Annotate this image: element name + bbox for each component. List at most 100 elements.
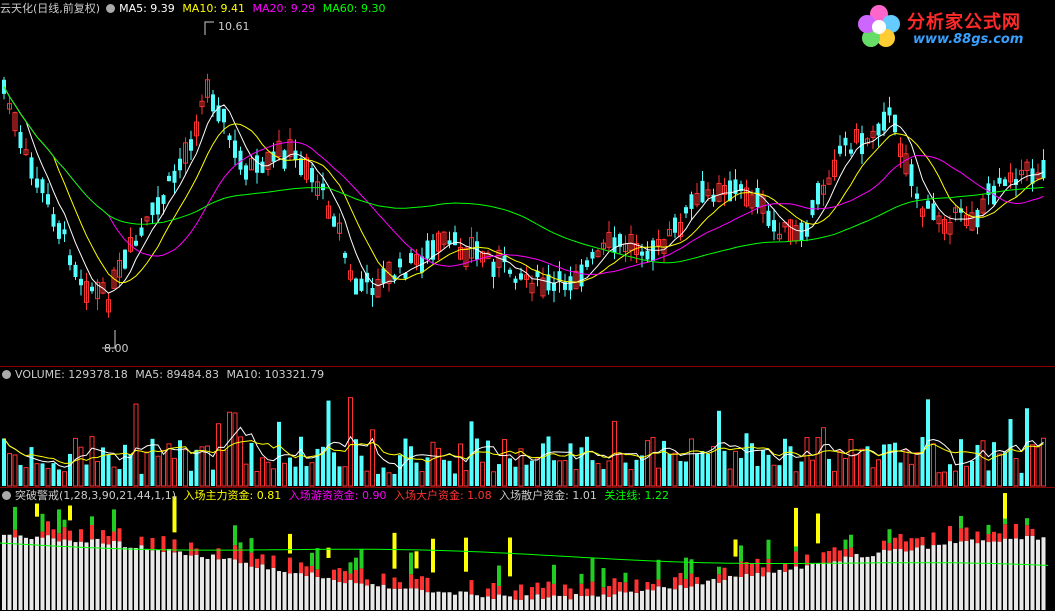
big-fund-bar — [964, 527, 969, 541]
volume-bar — [57, 469, 61, 486]
volume-bar — [914, 452, 920, 487]
candle-body — [915, 193, 919, 199]
volume-bar — [155, 455, 161, 487]
big-fund-bar — [161, 536, 166, 553]
big-fund-bar — [546, 581, 551, 598]
volume-bar — [260, 457, 265, 487]
volume-bar — [552, 460, 556, 486]
big-fund-bar — [739, 561, 743, 577]
big-fund-bar — [986, 533, 991, 543]
candle-body — [760, 194, 766, 214]
main-fund-bar — [623, 572, 628, 583]
retail-fund-bar — [563, 595, 567, 610]
retail-fund-bar — [970, 539, 974, 610]
high-price-label: 10.61 — [218, 20, 250, 33]
volume-bar — [18, 464, 23, 486]
retail-fund-bar — [876, 552, 881, 610]
candle-body — [552, 282, 556, 291]
volume-bar — [348, 397, 353, 487]
retail-fund-bar — [161, 552, 166, 610]
retail-fund-bar — [618, 591, 622, 610]
retail-fund-bar — [1008, 538, 1013, 610]
candle-body — [909, 164, 914, 187]
candle-body — [216, 105, 221, 122]
ma20-value: MA20: 9.29 — [252, 2, 316, 15]
candle-body — [100, 282, 106, 294]
big-fund-bar — [310, 565, 314, 573]
candle-body — [843, 137, 848, 146]
candle-body — [172, 170, 177, 183]
volume-bar — [2, 438, 6, 486]
volume-bar — [359, 455, 364, 486]
volume-bar — [573, 469, 579, 487]
candle-body — [194, 121, 199, 137]
retail-fund-bar — [431, 592, 435, 610]
candle-body — [375, 279, 381, 298]
volume-bar — [128, 454, 133, 486]
volume-bar — [111, 466, 117, 487]
main-fund-bar — [238, 542, 243, 549]
volume-bar — [232, 412, 238, 487]
volume-bar — [623, 462, 628, 486]
volume-bar — [645, 440, 650, 487]
candle-body — [463, 247, 469, 268]
retail-fund-bar — [299, 573, 303, 610]
candle-body — [947, 222, 953, 235]
volume-bar — [926, 399, 930, 486]
retail-fund-bar — [915, 547, 919, 610]
big-fund-bar — [794, 551, 798, 567]
main-fund-bar — [233, 525, 237, 546]
candle-body — [199, 100, 205, 108]
ma60-line — [3, 86, 1044, 264]
main-fund-bar — [689, 559, 694, 574]
stock-title: 云天化(日线,前复权) — [0, 2, 101, 15]
big-fund-bar — [392, 577, 397, 589]
retail-fund-bar — [662, 587, 666, 610]
candle-body — [244, 165, 248, 180]
retail-fund-bar — [810, 563, 815, 610]
volume-bar — [189, 470, 193, 486]
retail-fund-bar — [667, 588, 672, 610]
volume-bar — [271, 468, 276, 487]
gear-icon[interactable] — [2, 370, 11, 379]
candle-body — [590, 251, 595, 259]
volume-bar — [364, 470, 370, 487]
candle-body — [739, 184, 743, 191]
volume-bar — [293, 466, 298, 486]
big-fund-bar — [783, 563, 787, 572]
candle-body — [1008, 172, 1013, 183]
main-fund-bar — [601, 568, 606, 588]
candle-body — [293, 150, 298, 161]
candle-body — [1041, 159, 1046, 179]
candle-body — [57, 223, 61, 239]
retail-fund-bar — [18, 535, 23, 610]
big-fund-bar — [255, 558, 259, 568]
candle-body — [370, 287, 375, 295]
retail-fund-bar — [282, 572, 287, 610]
volume-bar — [45, 468, 51, 487]
volume-bar — [123, 444, 127, 486]
big-fund-bar — [519, 584, 523, 600]
big-fund-bar — [1003, 524, 1007, 539]
big-fund-bar — [975, 531, 980, 544]
candle-body — [392, 275, 397, 280]
big-fund-bar — [299, 562, 303, 574]
gear-icon[interactable] — [2, 491, 11, 500]
gear-icon[interactable] — [106, 4, 116, 13]
big-fund-bar — [79, 529, 83, 542]
candle-body — [860, 133, 864, 155]
volume-bar — [265, 461, 271, 487]
candle-body — [386, 261, 392, 284]
candle-body — [12, 112, 18, 132]
retail-fund-bar — [211, 554, 215, 610]
volume-bar — [722, 450, 727, 486]
volume-bar — [562, 459, 568, 487]
retail-fund-bar — [51, 538, 56, 610]
candle-body — [73, 264, 78, 277]
candle-body — [898, 143, 903, 158]
big-fund-bar — [832, 547, 837, 562]
main-fund-bar — [497, 565, 501, 586]
retail-fund-bar — [134, 547, 138, 610]
candle-body — [645, 250, 650, 260]
